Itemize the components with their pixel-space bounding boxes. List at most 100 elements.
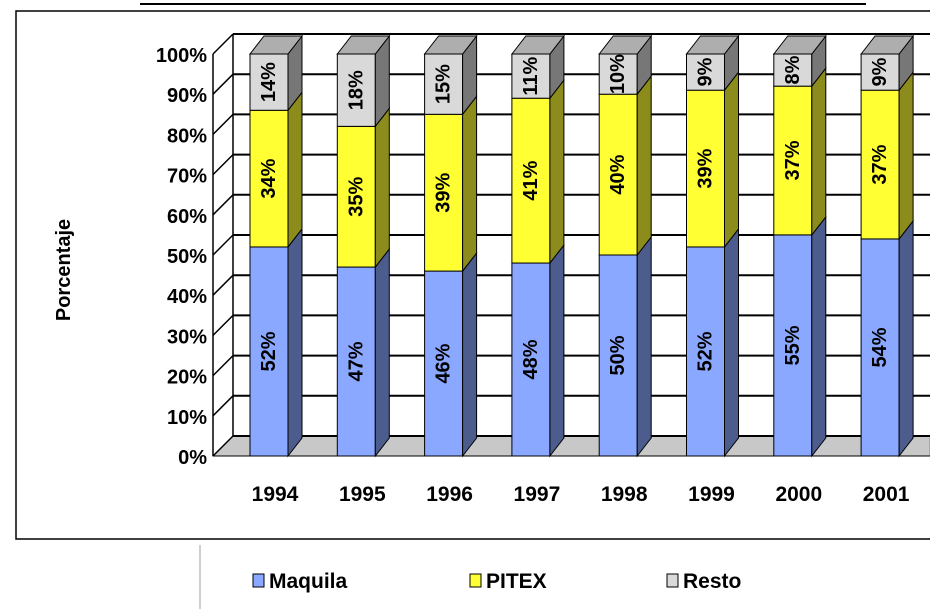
y-tick-label: 70% [167,166,207,188]
bar-stack-1999: 52% 39% 9% [685,34,740,458]
bar-side-maquila [549,243,565,458]
x-tick-label: 2000 [775,483,822,506]
bar-top-resto [772,35,827,55]
gridline-diagonal [212,154,234,176]
data-label: 39% [433,172,455,212]
bar-top-resto [598,35,653,55]
data-label: 18% [345,70,367,110]
x-tick-label: 1998 [601,483,648,506]
x-axis-ticks: 1994 1995 1996 1997 1998 1999 2000 2001 [252,483,910,506]
bar-stack-1994: 52% 34% 14% [248,34,304,458]
bar-top-resto [685,35,740,55]
data-label: 48% [520,339,542,379]
bar-side-pitex [636,74,652,257]
x-tick-label: 1997 [514,483,561,506]
legend-label: PITEX [486,570,547,593]
bar-side-maquila [636,235,652,458]
y-tick-label: 90% [167,85,207,107]
bar-segment-maquila [773,234,813,457]
x-tick-label: 1995 [339,483,386,506]
y-tick-label: 40% [167,286,207,308]
legend-swatch [252,573,265,588]
bar-segment-pitex [249,109,289,248]
bar-segment-resto [686,53,725,91]
bar-segment-pitex [598,93,638,256]
plot-border [15,10,930,540]
bar-segment-resto [336,53,376,127]
data-label: 55% [782,325,804,365]
legend-label: Maquila [269,570,347,593]
y-tick-label: 30% [167,326,207,348]
bar-side-pitex [549,78,565,265]
bars: 52% 34% 14% 47% 35% 18% 46% 39% 15% 48% 41% 11% 50% 4… [248,34,915,458]
gridline-diagonal [212,113,234,135]
x-tick-label: 1994 [252,483,299,506]
gridline-diagonal [212,314,234,336]
y-tick-label: 100% [156,45,207,67]
data-label: 52% [258,331,280,371]
legend-swatch [469,573,482,588]
bar-stack-2001: 54% 37% 9% [860,34,915,458]
gridline-diagonal [212,33,234,55]
bar-side-maquila [374,247,390,458]
x-tick-label: 1996 [426,483,473,506]
data-label: 37% [782,140,804,180]
data-label: 11% [520,56,542,95]
data-label: 41% [520,160,542,200]
gridline-diagonal [212,234,234,256]
bar-side-pitex [462,94,478,273]
legend-label: Resto [683,570,741,593]
legend-swatch [666,573,679,588]
data-label: 54% [869,327,891,367]
bar-top-resto [860,35,915,55]
bar-segment-resto [860,53,900,91]
y-tick-label: 20% [167,367,207,389]
bar-stack-2000: 55% 37% 8% [772,34,827,458]
bar-segment-pitex [686,89,725,248]
data-label: 15% [433,64,455,104]
bar-stack-1995: 47% 35% 18% [336,34,391,458]
bar-segment-pitex [424,113,464,272]
bar-side-maquila [724,227,739,458]
data-label: 40% [607,154,629,194]
bar-stack-1997: 48% 41% 11% [510,34,565,458]
data-label: 9% [869,57,891,86]
bar-stack-1998: 50% 40% 10% [598,34,653,458]
y-axis-ticks: 0% 10% 20% 30% 40% 50% 60% 70% 80% 90% 100% [156,45,207,469]
data-label: 34% [258,158,280,198]
legend: Maquila PITEX Resto [252,570,741,593]
legend-item-resto: Resto [666,570,741,593]
x-tick-label: 1999 [688,483,735,506]
legend-item-pitex: PITEX [469,570,547,593]
gridline-diagonal [212,194,234,216]
data-label: 52% [695,331,717,371]
bar-top-resto [423,35,478,55]
data-label: 9% [695,57,717,86]
data-label: 10% [607,54,629,94]
bar-segment-maquila [424,270,464,457]
bar-top-resto [336,35,391,55]
bar-side-pitex [287,90,303,249]
y-axis-label: Porcentaje [53,219,75,321]
y-tick-label: 80% [167,125,207,147]
y-tick-label: 50% [167,246,207,268]
data-label: 35% [345,176,367,216]
bar-segment-pitex [860,89,900,240]
bar-side-pitex [374,106,390,269]
bar-side-maquila [898,219,914,458]
bar-stack-1996: 46% 39% 15% [423,34,478,458]
data-label: 39% [695,148,717,188]
gridline-diagonal [212,395,234,417]
y-tick-label: 60% [167,206,207,228]
bar-segment-resto [249,53,289,111]
gridline-diagonal [212,73,234,95]
bar-segment-maquila [249,246,289,457]
bar-segment-maquila [598,254,638,457]
bar-segment-maquila [336,266,376,457]
data-label: 46% [433,343,455,383]
data-label: 50% [607,335,629,375]
y-tick-label: 0% [178,447,207,469]
bar-side-pitex [811,66,827,237]
